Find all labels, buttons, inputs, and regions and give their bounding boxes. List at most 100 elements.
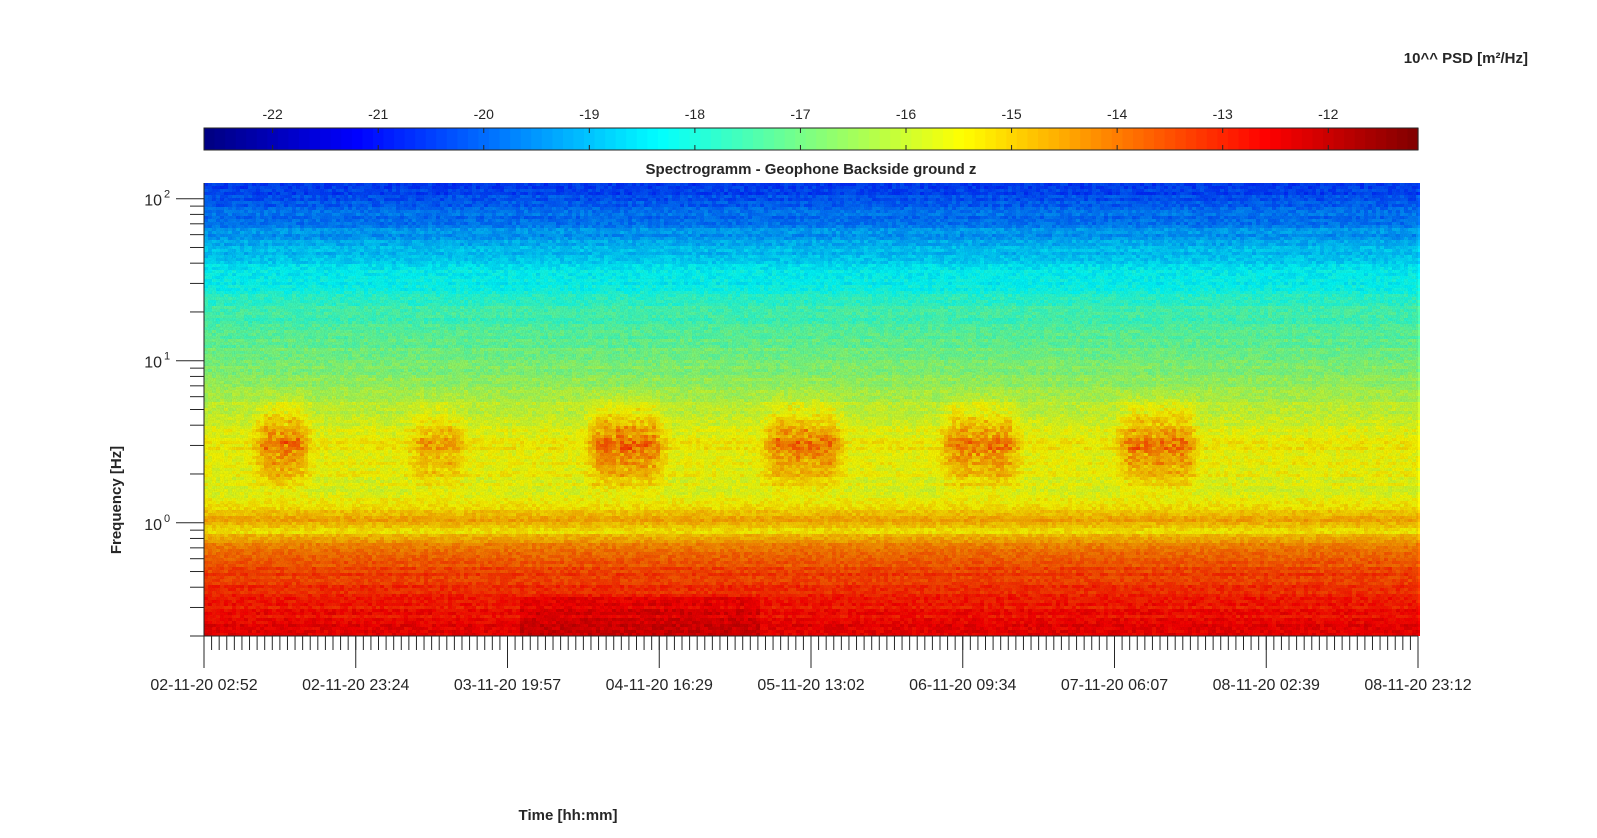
colorbar-block bbox=[1175, 128, 1187, 150]
colorbar-block bbox=[995, 128, 1007, 150]
colorbar-block bbox=[246, 128, 258, 150]
colorbar-block bbox=[636, 128, 648, 150]
colorbar-block bbox=[1396, 128, 1409, 150]
colorbar-block bbox=[816, 128, 828, 150]
colorbar-block bbox=[425, 128, 437, 150]
colorbar-block bbox=[964, 128, 976, 150]
colorbar-block bbox=[457, 128, 469, 150]
colorbar-block bbox=[1059, 128, 1071, 150]
colorbar-block bbox=[446, 128, 458, 150]
colorbar-block bbox=[362, 128, 374, 150]
colorbar-block bbox=[320, 128, 332, 150]
colorbar-block bbox=[1333, 128, 1345, 150]
colorbar-block bbox=[837, 128, 849, 150]
colorbar-block bbox=[774, 128, 786, 150]
colorbar-block bbox=[847, 128, 860, 150]
colorbar-block bbox=[657, 128, 670, 150]
colorbar-block bbox=[1301, 128, 1314, 150]
colorbar-block bbox=[1375, 128, 1387, 150]
colorbar-block bbox=[858, 128, 870, 150]
colorbar-block bbox=[573, 128, 585, 150]
colorbar: 10^^ PSD [m²/Hz] -22 -21 -20 -19 -18 -17 -16 -1… bbox=[203, 50, 1528, 151]
colorbar-tick-label: -20 bbox=[474, 106, 494, 122]
colorbar-block bbox=[942, 128, 955, 150]
colorbar-block bbox=[921, 128, 933, 150]
colorbar-block bbox=[1259, 128, 1271, 150]
colorbar-block bbox=[1249, 128, 1261, 150]
colorbar-block bbox=[1101, 128, 1113, 150]
colorbar-block bbox=[784, 128, 796, 150]
colorbar-block bbox=[1122, 128, 1134, 150]
colorbar-block bbox=[911, 128, 923, 150]
colorbar-block bbox=[1154, 128, 1166, 150]
colorbar-block bbox=[299, 128, 311, 150]
colorbar-block bbox=[710, 128, 722, 150]
colorbar-block bbox=[288, 128, 300, 150]
colorbar-block bbox=[1037, 128, 1050, 150]
colorbar-block bbox=[1006, 128, 1018, 150]
colorbar-block bbox=[1312, 128, 1324, 150]
colorbar-block bbox=[647, 128, 659, 150]
colorbar-block bbox=[953, 128, 965, 150]
colorbar-block bbox=[1164, 128, 1176, 150]
colorbar-block bbox=[204, 128, 216, 150]
colorbar-block bbox=[731, 128, 743, 150]
colorbar-block bbox=[1069, 128, 1081, 150]
colorbar-block bbox=[478, 128, 490, 150]
colorbar-block bbox=[1143, 128, 1155, 150]
colorbar-block bbox=[689, 128, 701, 150]
colorbar-tick-label: -15 bbox=[1001, 106, 1021, 122]
colorbar-block bbox=[932, 128, 944, 150]
colorbar-block bbox=[489, 128, 501, 150]
colorbar-tick-label: -22 bbox=[263, 106, 283, 122]
colorbar-block bbox=[562, 128, 575, 150]
colorbar-block bbox=[742, 128, 754, 150]
colorbar-block bbox=[879, 128, 891, 150]
colorbar-block bbox=[1291, 128, 1303, 150]
colorbar-label: 10^^ PSD [m²/Hz] bbox=[1404, 50, 1528, 67]
colorbar-block bbox=[1206, 128, 1219, 150]
colorbar-block bbox=[341, 128, 353, 150]
colorbar-tick-label: -14 bbox=[1107, 106, 1127, 122]
colorbar-block bbox=[795, 128, 807, 150]
colorbar-block bbox=[1132, 128, 1145, 150]
colorbar-block bbox=[763, 128, 775, 150]
colorbar-block bbox=[552, 128, 564, 150]
colorbar-block bbox=[1322, 128, 1335, 150]
colorbar-tick-label: -17 bbox=[790, 106, 810, 122]
colorbar-block bbox=[520, 128, 532, 150]
colorbar-block bbox=[594, 128, 606, 150]
colorbar-tick-label: -21 bbox=[368, 106, 388, 122]
colorbar-block bbox=[1407, 128, 1419, 150]
chart-title: Spectrogramm - Geophone Backside ground … bbox=[646, 161, 977, 178]
colorbar-block bbox=[668, 128, 680, 150]
colorbar-block bbox=[436, 128, 448, 150]
colorbar-block bbox=[805, 128, 817, 150]
colorbar-block bbox=[351, 128, 363, 150]
colorbar-block bbox=[1111, 128, 1124, 150]
colorbar-block bbox=[499, 128, 511, 150]
colorbar-tick-label: -18 bbox=[685, 106, 705, 122]
colorbar-block bbox=[1365, 128, 1377, 150]
colorbar-block bbox=[1280, 128, 1292, 150]
colorbar-tick-label: -13 bbox=[1213, 106, 1233, 122]
colorbar-block bbox=[404, 128, 416, 150]
colorbar-block bbox=[1217, 128, 1229, 150]
colorbar-block bbox=[1016, 128, 1029, 150]
colorbar-block bbox=[1048, 128, 1060, 150]
colorbar-block bbox=[372, 128, 385, 150]
colorbar-frame bbox=[203, 127, 1419, 151]
colorbar-gradient bbox=[204, 128, 1419, 150]
colorbar-block bbox=[1344, 128, 1356, 150]
colorbar-block bbox=[1386, 128, 1398, 150]
colorbar-block bbox=[277, 128, 290, 150]
colorbar-block bbox=[1185, 128, 1197, 150]
colorbar-block bbox=[700, 128, 712, 150]
colorbar-block bbox=[615, 128, 627, 150]
colorbar-tick-label: -16 bbox=[896, 106, 916, 122]
colorbar-block bbox=[541, 128, 553, 150]
colorbar-block bbox=[225, 128, 237, 150]
colorbar-block bbox=[900, 128, 912, 150]
colorbar-block bbox=[415, 128, 427, 150]
colorbar-block bbox=[1090, 128, 1102, 150]
